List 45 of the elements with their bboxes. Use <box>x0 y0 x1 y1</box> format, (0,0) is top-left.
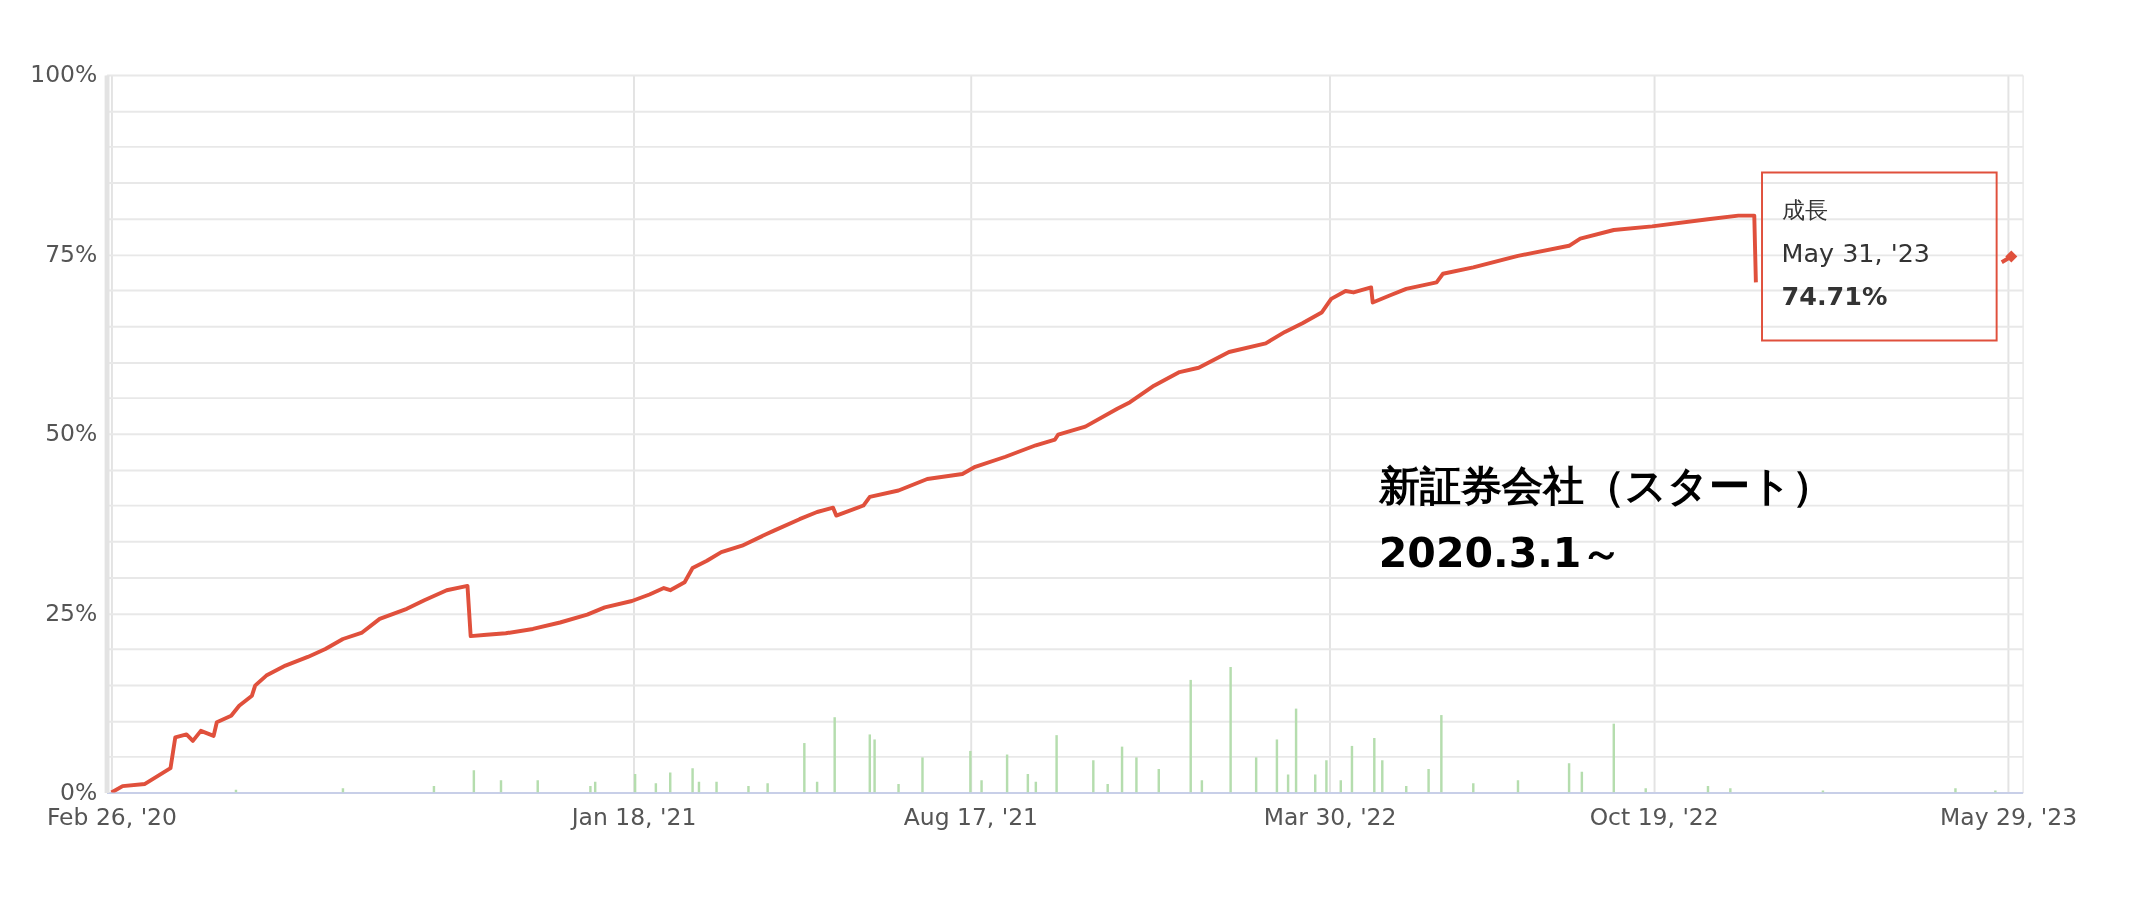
bar <box>1440 715 1443 793</box>
bar <box>1106 783 1109 793</box>
annotation: May 31, '23 <box>1781 238 1930 269</box>
bar <box>715 781 718 793</box>
annotation: 74.71% <box>1781 281 1888 312</box>
bar <box>980 780 983 793</box>
bar <box>1055 735 1058 793</box>
bar <box>589 786 592 793</box>
bar <box>691 768 694 793</box>
bar <box>803 743 806 793</box>
annotation: 新証券会社（スタート） <box>1377 462 1833 511</box>
bar <box>1189 679 1192 793</box>
annotation: 成長 <box>1781 196 1828 225</box>
bar <box>1729 788 1732 793</box>
bar <box>1954 788 1957 793</box>
bar <box>1135 757 1138 793</box>
y-tick-label: 100% <box>30 60 98 89</box>
y-tick-label: 25% <box>45 598 98 627</box>
bar <box>873 739 876 793</box>
x-tick-label: Jan 18, '21 <box>569 803 697 832</box>
bar <box>1381 760 1384 793</box>
bar <box>1229 666 1232 793</box>
bar <box>1325 760 1328 793</box>
bar <box>833 717 836 793</box>
bar <box>1644 788 1647 793</box>
y-tick-label: 75% <box>45 239 98 268</box>
bar <box>747 786 750 793</box>
bar <box>1092 760 1095 793</box>
annotation: 2020.3.1～ <box>1378 528 1623 577</box>
x-tick-label: Oct 19, '22 <box>1589 803 1719 832</box>
y-tick-label: 0% <box>60 777 98 806</box>
x-tick-label: May 29, '23 <box>1940 803 2078 832</box>
x-tick-label: Mar 30, '22 <box>1263 803 1397 832</box>
bar <box>1427 768 1430 793</box>
x-tick-label: Feb 26, '20 <box>46 803 177 832</box>
bar <box>969 750 972 793</box>
bar <box>921 757 924 793</box>
bar <box>897 783 900 793</box>
bar <box>766 783 769 793</box>
bar <box>1472 783 1475 793</box>
bar <box>536 780 539 793</box>
bar <box>1373 738 1376 793</box>
y-tick-label: 50% <box>45 419 98 448</box>
x-tick-label: Aug 17, '21 <box>903 803 1039 832</box>
bar <box>1994 790 1997 793</box>
